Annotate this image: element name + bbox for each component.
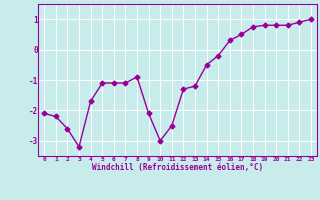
- X-axis label: Windchill (Refroidissement éolien,°C): Windchill (Refroidissement éolien,°C): [92, 163, 263, 172]
